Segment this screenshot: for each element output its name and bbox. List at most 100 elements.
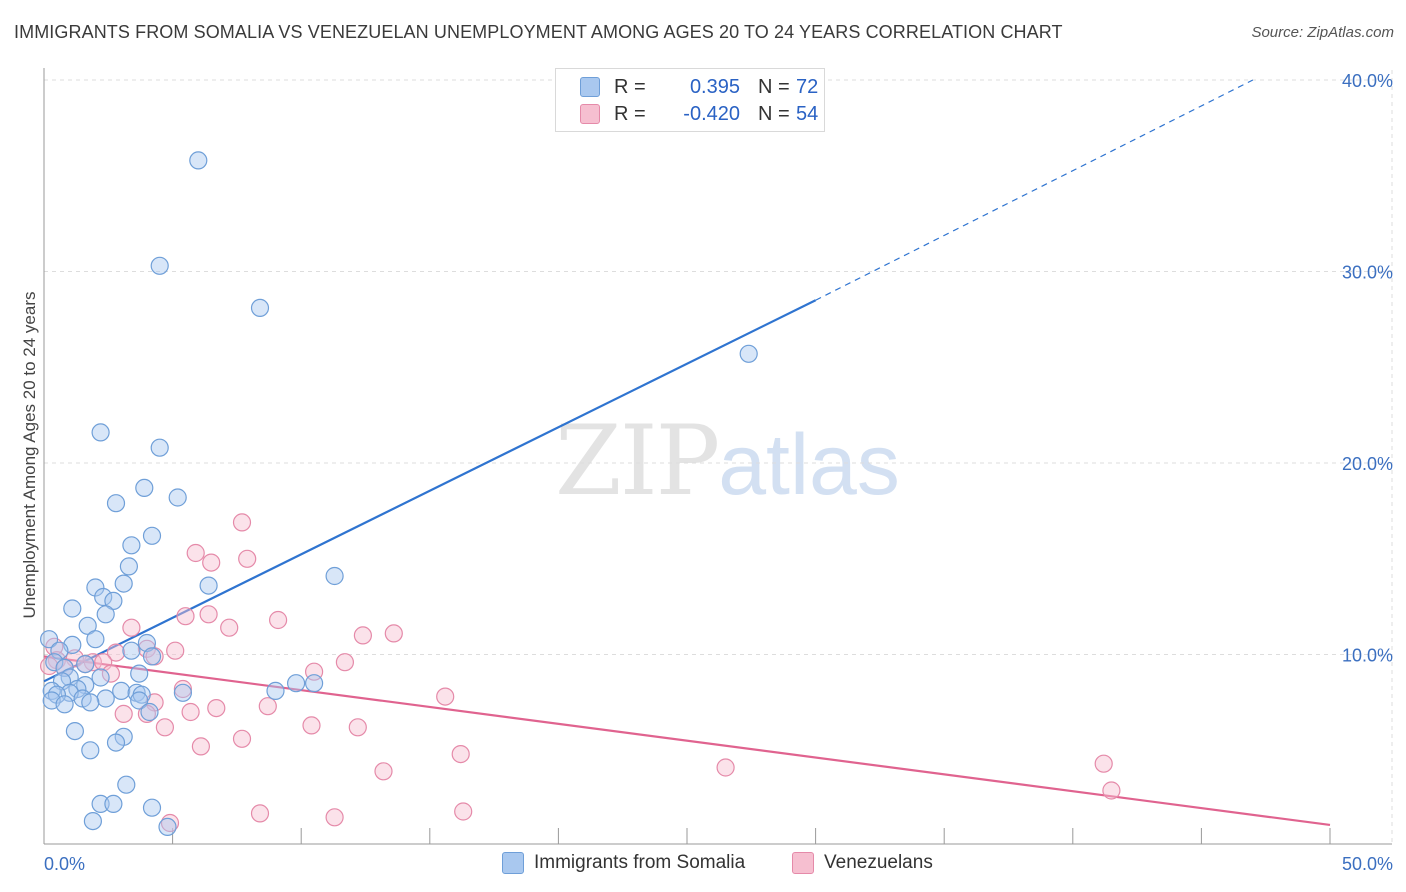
somalia-point: [63, 599, 82, 618]
somalia-point: [91, 668, 110, 687]
somalia-point: [305, 674, 324, 693]
legend-swatch-venezuela: [792, 852, 814, 874]
somalia-point: [173, 683, 192, 702]
somalia-point: [83, 811, 103, 831]
somalia-point: [142, 798, 162, 817]
venezuela-point: [348, 718, 367, 737]
legend-item-somalia: Immigrants from Somalia: [502, 852, 745, 874]
venezuela-point: [101, 664, 121, 683]
legend-r-label: R =: [614, 102, 646, 125]
venezuela-point: [1102, 781, 1121, 800]
legend-n-label: N =: [758, 75, 790, 98]
somalia-point: [189, 151, 208, 170]
venezuela-point: [238, 549, 257, 568]
somalia-point: [137, 633, 156, 653]
legend-label-somalia: Immigrants from Somalia: [534, 852, 746, 873]
somalia-point: [76, 654, 95, 674]
venezuela-point: [436, 687, 455, 706]
somalia-point: [91, 423, 110, 442]
y-tick-label: 40.0%: [1342, 71, 1393, 91]
legend-n-value: 54: [796, 102, 819, 125]
somalia-point: [81, 693, 100, 712]
somalia-point: [135, 478, 154, 497]
chart-title: IMMIGRANTS FROM SOMALIA VS VENEZUELAN UN…: [14, 22, 1063, 42]
somalia-point: [114, 574, 133, 593]
trend-layer: [43, 79, 1331, 827]
y-tick-label: 30.0%: [1342, 263, 1393, 283]
somalia-point: [47, 685, 67, 704]
legend-swatch-somalia: [580, 77, 600, 97]
somalia-point: [112, 681, 131, 701]
legend-row-venezuela: R = -0.420 N = 54: [580, 102, 818, 126]
venezuela-point: [384, 624, 403, 643]
axes-layer: [43, 68, 1392, 845]
somalia-point: [130, 664, 149, 683]
venezuela-point: [232, 513, 252, 532]
somalia-point: [81, 741, 100, 760]
somalia-point: [106, 494, 126, 513]
venezuela-point: [451, 744, 470, 764]
somalia-point: [86, 578, 105, 597]
venezuela-point: [137, 704, 156, 724]
venezuela-point: [176, 607, 195, 626]
venezuela-point: [106, 643, 126, 662]
legend-swatch-venezuela: [580, 104, 600, 124]
somalia-point: [287, 674, 306, 693]
venezuela-point: [220, 618, 239, 637]
venezuela-trend-line: [43, 655, 1331, 827]
legend-r-value: -0.420: [683, 102, 740, 125]
correlation-legend: R = 0.395 N = 72 R = -0.420 N = 54: [555, 68, 825, 132]
y-tick-label: 10.0%: [1342, 646, 1393, 666]
venezuela-point: [173, 679, 192, 699]
venezuela-point: [186, 543, 205, 563]
somalia-point: [78, 616, 97, 635]
grid-layer: [44, 70, 1393, 844]
somalia-point: [122, 641, 141, 660]
somalia-point: [55, 695, 74, 714]
somalia-trend-line: [43, 299, 817, 683]
somalia-point: [91, 794, 110, 814]
venezuela-point: [122, 618, 141, 637]
somalia-point: [119, 557, 138, 576]
somalia-point: [142, 526, 162, 545]
venezuela-point: [258, 697, 277, 716]
venezuela-point: [1094, 754, 1113, 773]
venezuela-point: [454, 802, 473, 821]
somalia-point: [250, 298, 270, 317]
x-tick-label: 0.0%: [44, 854, 85, 874]
somalia-point: [106, 733, 126, 752]
venezuela-point: [199, 605, 218, 624]
somalia-point: [130, 691, 149, 710]
somalia-point: [94, 587, 113, 607]
somalia-point: [104, 794, 123, 814]
venezuela-point: [250, 804, 270, 823]
legend-row-somalia: R = 0.395 N = 72: [580, 75, 818, 99]
somalia-point: [199, 576, 218, 595]
series-legend: Immigrants from Somalia Venezuelans: [0, 852, 1406, 878]
venezuela-point: [181, 702, 200, 722]
venezuela-point: [716, 758, 735, 777]
venezuela-point: [335, 653, 354, 672]
venezuela-point: [191, 737, 210, 756]
somalia-point: [55, 658, 74, 678]
x-tick-label: 50.0%: [1342, 854, 1393, 874]
legend-label-venezuela: Venezuelans: [824, 852, 933, 873]
somalia-point: [266, 681, 285, 701]
tick-label-layer: 10.0% 20.0% 30.0% 40.0% 0.0% 50.0%: [44, 71, 1393, 874]
somalia-point: [96, 689, 115, 708]
venezuela-point: [207, 698, 226, 718]
somalia-point: [140, 702, 159, 722]
somalia-point: [86, 630, 105, 649]
somalia-point: [142, 647, 162, 666]
points-layer: [39, 151, 1121, 837]
venezuela-point: [166, 641, 185, 660]
somalia-point: [168, 488, 187, 507]
venezuela-point: [374, 762, 393, 781]
legend-r-label: R =: [614, 75, 646, 98]
somalia-point: [45, 653, 64, 672]
legend-item-venezuela: Venezuelans: [792, 852, 933, 874]
source-label: Source: ZipAtlas.com: [1251, 24, 1394, 41]
somalia-point: [122, 536, 141, 555]
somalia-point: [96, 605, 115, 624]
